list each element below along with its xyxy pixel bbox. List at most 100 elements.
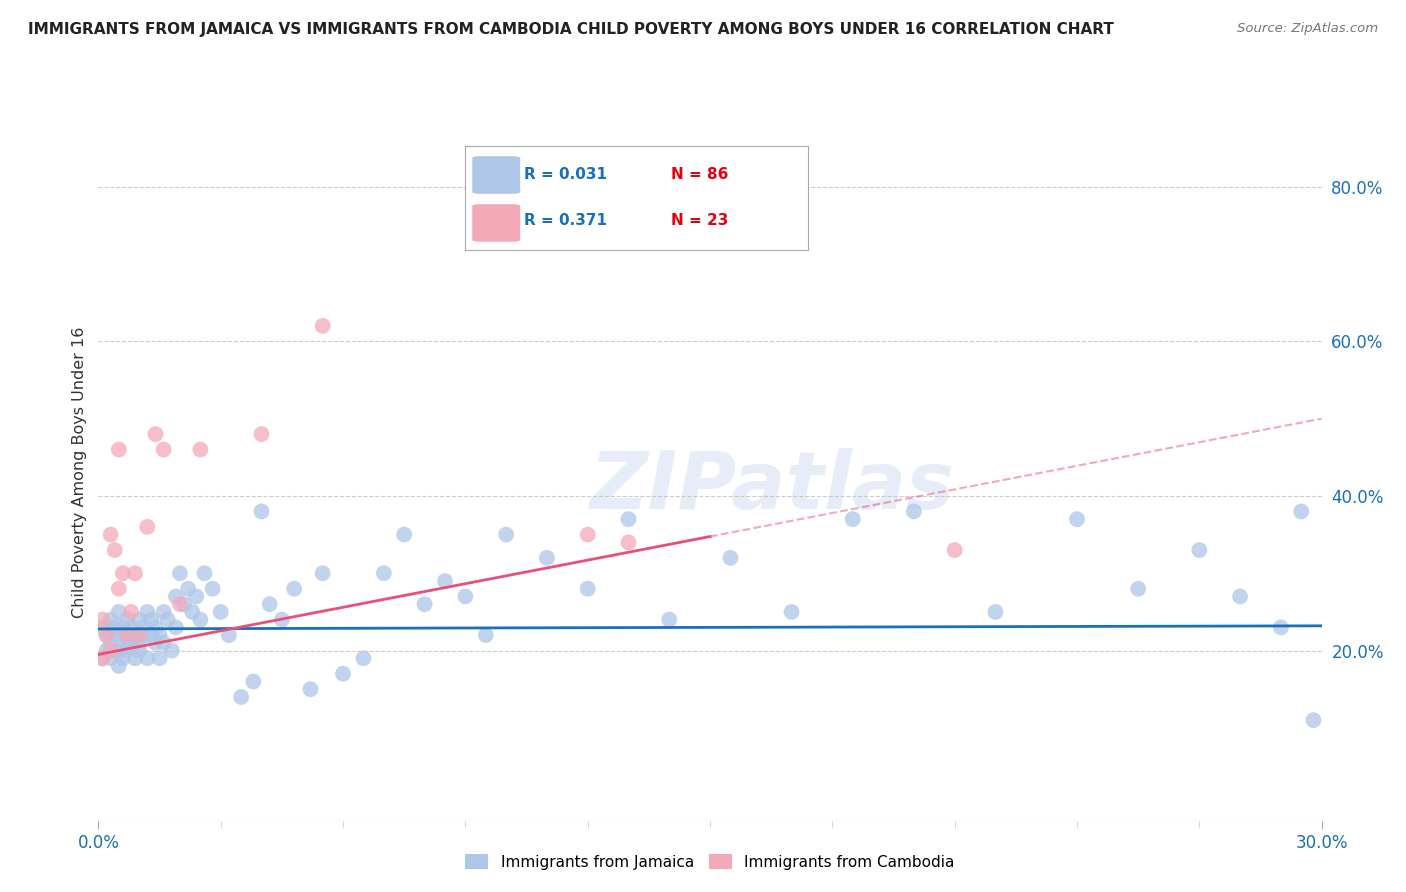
Point bbox=[984, 605, 1007, 619]
Point bbox=[111, 651, 134, 665]
Point bbox=[108, 582, 131, 596]
Point bbox=[136, 520, 159, 534]
Point bbox=[352, 651, 374, 665]
Point bbox=[242, 674, 264, 689]
Point bbox=[120, 605, 142, 619]
Point bbox=[209, 605, 232, 619]
Point bbox=[177, 582, 200, 596]
Point bbox=[100, 643, 122, 657]
Point bbox=[218, 628, 240, 642]
Point bbox=[111, 566, 134, 581]
Point bbox=[312, 566, 335, 581]
Point bbox=[903, 504, 925, 518]
Point bbox=[201, 582, 224, 596]
Point bbox=[96, 628, 118, 642]
Point bbox=[104, 620, 127, 634]
Point bbox=[181, 605, 204, 619]
Point bbox=[104, 543, 127, 558]
Text: Source: ZipAtlas.com: Source: ZipAtlas.com bbox=[1237, 22, 1378, 36]
Point bbox=[576, 527, 599, 541]
Point bbox=[1270, 620, 1292, 634]
Point bbox=[91, 651, 114, 665]
Point bbox=[188, 442, 212, 457]
Point bbox=[299, 682, 322, 697]
Point bbox=[576, 582, 599, 596]
Point bbox=[128, 643, 150, 657]
Point bbox=[120, 636, 142, 650]
Point bbox=[100, 636, 122, 650]
Point bbox=[193, 566, 215, 581]
Point bbox=[454, 590, 477, 604]
Point bbox=[169, 566, 191, 581]
Point bbox=[152, 605, 174, 619]
Point bbox=[104, 643, 127, 657]
Point bbox=[373, 566, 395, 581]
Point bbox=[141, 628, 163, 642]
Point bbox=[136, 651, 159, 665]
Point bbox=[108, 659, 131, 673]
Point bbox=[720, 550, 742, 565]
Legend: Immigrants from Jamaica, Immigrants from Cambodia: Immigrants from Jamaica, Immigrants from… bbox=[460, 847, 960, 876]
Y-axis label: Child Poverty Among Boys Under 16: Child Poverty Among Boys Under 16 bbox=[72, 327, 87, 618]
Point bbox=[111, 620, 134, 634]
Point bbox=[1188, 543, 1211, 558]
Point bbox=[283, 582, 305, 596]
Point bbox=[132, 620, 155, 634]
Point bbox=[250, 427, 273, 442]
Point bbox=[132, 628, 155, 642]
Point bbox=[145, 636, 167, 650]
Text: ZIPatlas: ZIPatlas bbox=[589, 448, 953, 525]
Point bbox=[100, 613, 122, 627]
Point bbox=[124, 566, 146, 581]
Point bbox=[149, 651, 172, 665]
Point bbox=[312, 318, 335, 333]
Point bbox=[250, 504, 273, 518]
Point bbox=[152, 442, 174, 457]
Point bbox=[149, 628, 172, 642]
Point bbox=[658, 613, 681, 627]
Point bbox=[115, 636, 138, 650]
Point bbox=[96, 628, 118, 642]
Point bbox=[96, 643, 118, 657]
Point bbox=[495, 527, 517, 541]
Point bbox=[188, 613, 212, 627]
Point bbox=[108, 643, 131, 657]
Point bbox=[124, 651, 146, 665]
Point bbox=[1291, 504, 1313, 518]
Point bbox=[128, 636, 150, 650]
Point bbox=[145, 620, 167, 634]
Point bbox=[231, 690, 253, 704]
Point bbox=[173, 597, 195, 611]
Point bbox=[156, 613, 179, 627]
Text: IMMIGRANTS FROM JAMAICA VS IMMIGRANTS FROM CAMBODIA CHILD POVERTY AMONG BOYS UND: IMMIGRANTS FROM JAMAICA VS IMMIGRANTS FR… bbox=[28, 22, 1114, 37]
Point bbox=[413, 597, 436, 611]
Point bbox=[108, 442, 131, 457]
Point bbox=[160, 643, 183, 657]
Point bbox=[91, 613, 114, 627]
Point bbox=[1229, 590, 1251, 604]
Point bbox=[120, 628, 142, 642]
Point bbox=[1066, 512, 1088, 526]
Point bbox=[100, 651, 122, 665]
Point bbox=[270, 613, 294, 627]
Point bbox=[115, 643, 138, 657]
Point bbox=[392, 527, 416, 541]
Point bbox=[136, 605, 159, 619]
Point bbox=[165, 620, 187, 634]
Point bbox=[152, 636, 174, 650]
Point bbox=[128, 613, 150, 627]
Point bbox=[332, 666, 354, 681]
Point bbox=[434, 574, 457, 588]
Point bbox=[124, 628, 146, 642]
Point bbox=[474, 628, 498, 642]
Point bbox=[145, 427, 167, 442]
Point bbox=[91, 651, 114, 665]
Point bbox=[165, 590, 187, 604]
Point bbox=[100, 527, 122, 541]
Point bbox=[169, 597, 191, 611]
Point bbox=[259, 597, 281, 611]
Point bbox=[115, 613, 138, 627]
Point bbox=[115, 628, 138, 642]
Point bbox=[120, 620, 142, 634]
Point bbox=[111, 628, 134, 642]
